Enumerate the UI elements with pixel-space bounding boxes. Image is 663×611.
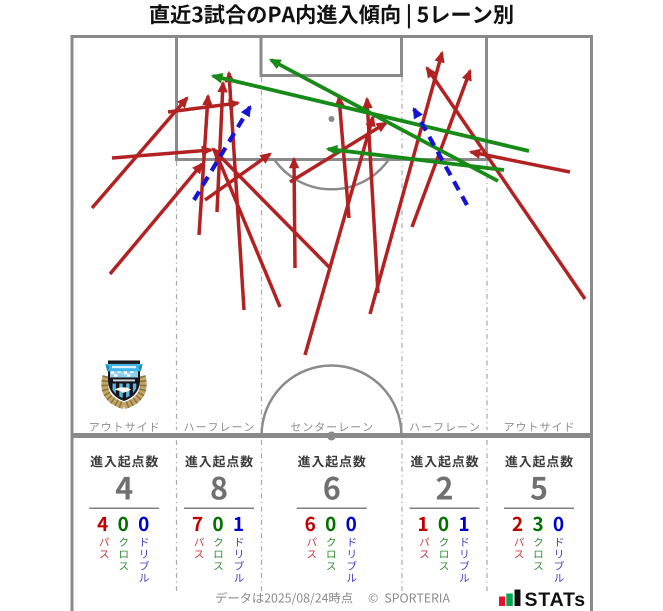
svg-text:STATs: STATs xyxy=(525,589,586,611)
